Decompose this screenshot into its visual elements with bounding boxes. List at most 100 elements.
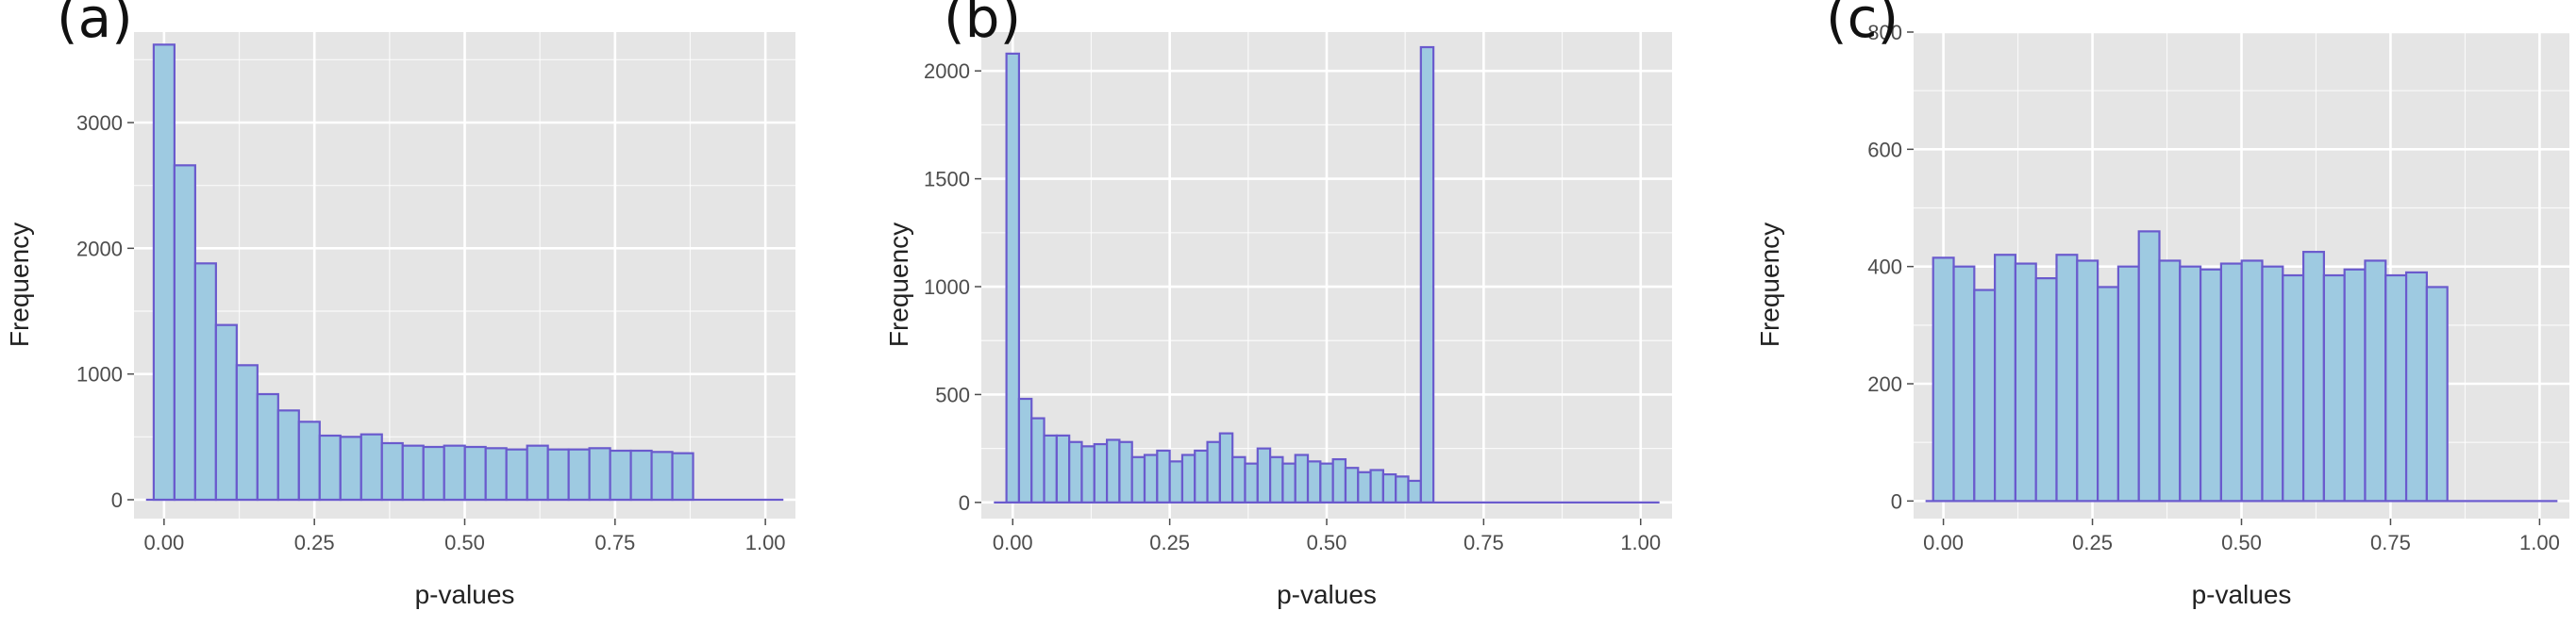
y-tick-label: 1000 xyxy=(924,275,970,299)
histogram-bar xyxy=(318,434,342,502)
histogram-bar xyxy=(1932,256,1955,503)
panel-label-a: (a) xyxy=(57,0,133,50)
y-tick-label: 2000 xyxy=(924,59,970,83)
histogram-bar xyxy=(2219,262,2243,503)
histogram-bar xyxy=(650,451,674,502)
x-axis-title: p-values xyxy=(2192,580,2292,609)
histogram-bar xyxy=(1180,454,1196,504)
y-tick-label: 1000 xyxy=(76,363,123,387)
histogram-bar xyxy=(1043,434,1058,504)
x-tick-label: 1.00 xyxy=(2519,531,2560,554)
histogram-bar xyxy=(2137,230,2161,503)
panel-label-c: (c) xyxy=(1826,0,1899,50)
x-tick-label: 1.00 xyxy=(745,531,786,554)
y-axis-title: Frequency xyxy=(1755,223,1784,347)
histogram-bar xyxy=(1093,442,1109,504)
histogram-bar xyxy=(1105,438,1121,504)
histogram-bar xyxy=(1269,455,1284,504)
histogram-bar xyxy=(1319,462,1334,504)
x-axis-title: p-values xyxy=(1277,580,1377,609)
histogram-bar xyxy=(1055,434,1071,504)
histogram-bar xyxy=(671,452,694,502)
histogram-bar xyxy=(443,444,466,502)
x-tick-label: 0.00 xyxy=(1923,531,1964,554)
histogram-bar xyxy=(152,43,176,502)
histogram-bar xyxy=(2014,262,2037,503)
histogram-bar xyxy=(2055,254,2079,503)
histogram-bar xyxy=(1194,449,1209,504)
histogram-bar xyxy=(2364,259,2387,503)
bars xyxy=(1932,230,2449,503)
x-tick-label: 0.50 xyxy=(444,531,485,554)
histogram-bar xyxy=(505,448,528,502)
histogram-bar xyxy=(2343,268,2367,503)
histogram-bar xyxy=(214,323,238,502)
histogram-bar xyxy=(2076,259,2099,503)
y-tick-label: 0 xyxy=(1891,489,1902,513)
x-axis-title: p-values xyxy=(415,580,515,609)
histogram-bar xyxy=(1381,472,1397,504)
histogram-bar xyxy=(2384,273,2408,503)
histogram-bar xyxy=(546,448,570,502)
histogram-bar xyxy=(484,447,508,502)
y-tick-label: 0 xyxy=(959,491,970,515)
x-tick-label: 0.00 xyxy=(143,531,184,554)
histogram-bar xyxy=(1344,467,1360,504)
histogram-bar xyxy=(2261,265,2284,503)
histogram-bar xyxy=(588,447,611,502)
histogram-bar xyxy=(1156,449,1171,504)
histogram-bar xyxy=(2322,273,2346,503)
histogram-bar xyxy=(1281,462,1296,504)
histogram-bar xyxy=(2301,251,2325,503)
bars xyxy=(1005,45,1435,504)
histogram-bar xyxy=(1068,440,1083,504)
y-tick-label: 500 xyxy=(935,383,970,406)
histogram-bar xyxy=(567,448,591,502)
histogram-bar xyxy=(1306,460,1322,504)
histogram-bar xyxy=(1005,52,1021,504)
histogram-bar xyxy=(401,444,425,502)
histogram-bar xyxy=(380,441,404,502)
y-tick-label: 200 xyxy=(1867,372,1902,396)
histogram-bar xyxy=(1143,454,1159,504)
histogram-bar xyxy=(1331,457,1347,504)
y-tick-label: 600 xyxy=(1867,138,1902,161)
x-tick-label: 0.25 xyxy=(1149,531,1190,554)
y-tick-label: 2000 xyxy=(76,237,123,260)
histogram-bar xyxy=(1017,397,1033,504)
histogram-bar xyxy=(173,164,196,502)
histogram-bar xyxy=(193,262,217,502)
x-tick-label: 0.75 xyxy=(2370,531,2411,554)
y-tick-label: 400 xyxy=(1867,256,1902,279)
histogram-bar xyxy=(1118,440,1133,504)
histogram-bar xyxy=(1244,462,1259,504)
histogram-bar xyxy=(2179,265,2202,503)
histogram-bar xyxy=(360,433,383,502)
histogram-bar xyxy=(297,421,321,502)
histogram-bar xyxy=(1395,475,1410,504)
histogram-bar xyxy=(2199,268,2222,503)
histogram-bar xyxy=(1080,445,1096,504)
histogram-bar xyxy=(1407,479,1422,504)
x-tick-label: 0.75 xyxy=(594,531,635,554)
histogram-bar xyxy=(1256,447,1272,504)
histogram-bar xyxy=(422,445,445,502)
histogram-bar xyxy=(1294,454,1310,504)
histogram-bar xyxy=(1030,417,1045,504)
y-tick-label: 1500 xyxy=(924,168,970,191)
histogram-panel-a: 0.00 0.25 0.50 0.75 1.00 0 1000 2000 3000 p-value… xyxy=(5,32,795,609)
y-axis-title: Frequency xyxy=(5,223,34,347)
histogram-bar xyxy=(2282,273,2305,503)
histogram-panel-b: 0.00 0.25 0.50 0.75 1.00 0 500 1000 1500 2000 p-va… xyxy=(884,32,1672,609)
histogram-panel-c: 0.00 0.25 0.50 0.75 1.00 0 200 400 600 800 p-value… xyxy=(1755,21,2569,609)
histogram-bar xyxy=(2034,277,2058,503)
histogram-bar xyxy=(1952,265,1976,503)
histogram-bar xyxy=(2097,286,2120,503)
x-tick-label: 1.00 xyxy=(1620,531,1661,554)
histogram-bar xyxy=(1231,455,1246,504)
histogram-bar xyxy=(2404,271,2428,503)
x-tick-label: 0.25 xyxy=(294,531,335,554)
histogram-bar xyxy=(2240,259,2264,503)
histogram-bar xyxy=(2425,286,2449,503)
